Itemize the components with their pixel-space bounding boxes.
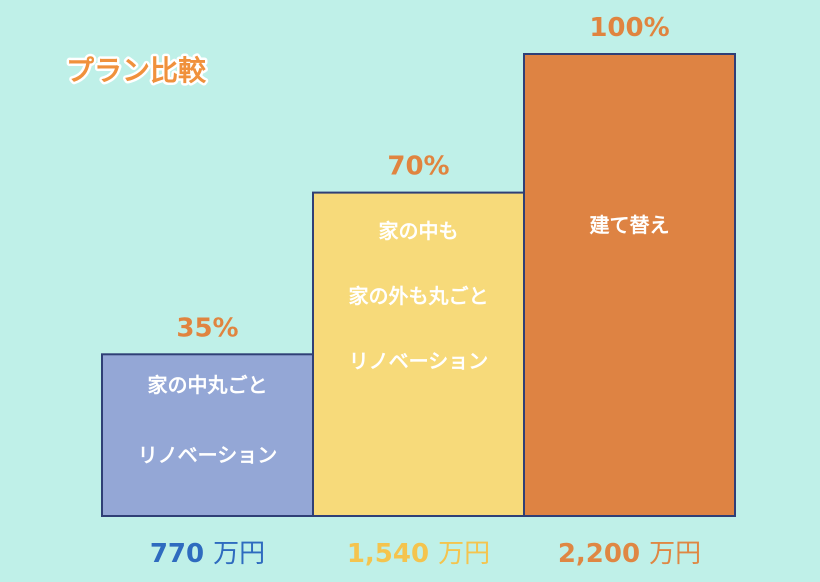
price-unit-1: 万円 — [213, 539, 265, 569]
chart-title: プラン比較 — [66, 54, 207, 87]
value-label-2: 70% — [387, 152, 449, 182]
price-amount-3: 2,200 — [558, 539, 649, 569]
bar-2 — [312, 191, 525, 517]
price-amount-1: 770 — [150, 539, 213, 569]
bar-1-label-line-2: リノベーション — [138, 443, 278, 467]
value-label-1: 35% — [176, 313, 238, 343]
bar-3-label-line-1: 建て替え — [590, 213, 670, 237]
bar-2-label-line-2: 家の外も丸ごと — [349, 284, 489, 308]
bar-2-label-line-1: 家の中も — [379, 219, 459, 243]
price-amount-2: 1,540 — [347, 539, 438, 569]
bar-3 — [523, 53, 736, 517]
price-unit-3: 万円 — [649, 539, 701, 569]
price-unit-2: 万円 — [438, 539, 490, 569]
price-label-3: 2,200 万円 — [558, 539, 701, 569]
price-label-1: 770 万円 — [150, 539, 265, 569]
value-label-3: 100% — [589, 13, 669, 43]
bar-1 — [101, 353, 314, 517]
bar-1-label-line-1: 家の中丸ごと — [148, 373, 268, 397]
price-label-2: 1,540 万円 — [347, 539, 490, 569]
bar-2-label-line-3: リノベーション — [349, 349, 489, 373]
